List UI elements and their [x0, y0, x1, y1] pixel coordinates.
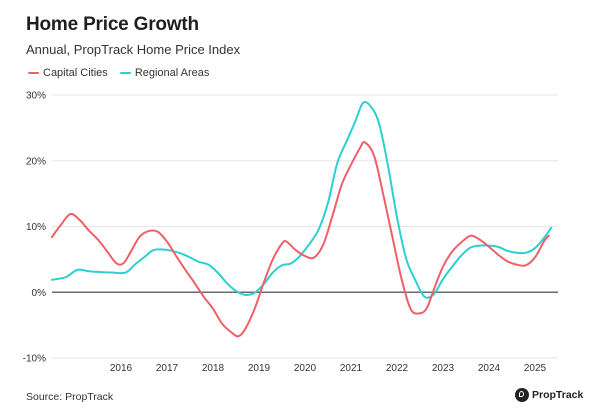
x-tick-label: 2019 [248, 363, 271, 374]
legend: Capital Cities Regional Areas [28, 67, 221, 79]
y-tick-label: 0% [32, 288, 47, 299]
legend-label-capital-cities: Capital Cities [43, 67, 108, 79]
x-tick-label: 2025 [524, 363, 547, 374]
y-tick-label: -10% [23, 354, 46, 365]
series-layer [51, 101, 553, 338]
brand-logo: PropTrack [515, 388, 583, 402]
series-line-regional-areas [51, 101, 553, 299]
legend-swatch-capital-cities [28, 72, 39, 74]
axis-layer: -10% 0% 10% 20% 30% 2016 2017 2018 2019 2020 2021 2… [23, 91, 547, 375]
series-line-capital-cities [51, 141, 550, 338]
y-tick-label: 10% [26, 222, 46, 233]
x-tick-label: 2024 [478, 363, 501, 374]
chart-subtitle: Annual, PropTrack Home Price Index [26, 42, 241, 57]
legend-swatch-regional-areas [119, 72, 131, 74]
brand-name: PropTrack [532, 389, 584, 401]
x-tick-label: 2021 [340, 363, 363, 374]
chart-title: Home Price Growth [26, 14, 199, 35]
x-tick-label: 2018 [202, 363, 225, 374]
legend-label-regional-areas: Regional Areas [134, 67, 210, 79]
legend-item-regional-areas: Regional Areas [119, 67, 210, 79]
x-tick-label: 2022 [386, 363, 409, 374]
proptrack-logo-icon [515, 388, 529, 402]
x-tick-label: 2020 [294, 363, 317, 374]
x-tick-label: 2023 [432, 363, 455, 374]
y-tick-label: 30% [26, 91, 46, 102]
source-note: Source: PropTrack [26, 391, 114, 403]
x-tick-label: 2016 [110, 363, 133, 374]
x-tick-label: 2017 [156, 363, 179, 374]
y-tick-label: 20% [26, 156, 46, 167]
grid-layer [52, 94, 558, 359]
legend-item-capital-cities: Capital Cities [28, 67, 108, 79]
